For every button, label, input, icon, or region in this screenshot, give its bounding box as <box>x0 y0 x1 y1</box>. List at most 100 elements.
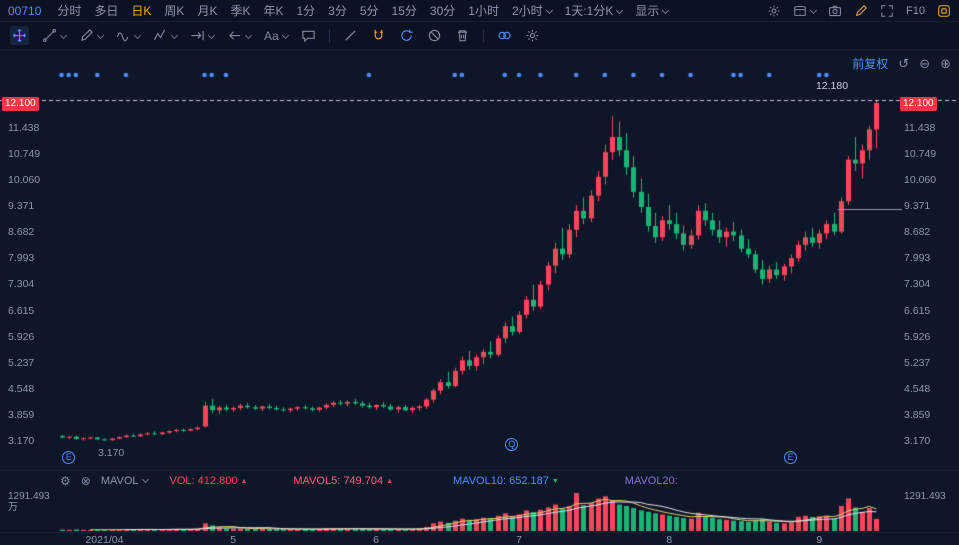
price-axis-label: 9.371 <box>904 200 931 213</box>
drawing-toolbar: Aa <box>0 22 959 50</box>
delete-drawings-tool[interactable] <box>455 28 470 43</box>
time-axis: 2021/04 5 6 7 8 9 <box>0 532 959 545</box>
zoom-in-icon[interactable]: ⊕ <box>940 56 951 71</box>
price-axis-label: 10.060 <box>904 174 937 187</box>
line-style-tool[interactable] <box>343 28 358 43</box>
timeframe-1小时[interactable]: 1小时 <box>468 4 499 18</box>
chevron-down-icon <box>96 31 105 40</box>
price-axis-label: 7.993 <box>8 252 35 265</box>
price-axis-label: 3.170 <box>8 434 35 447</box>
time-axis-label: 7 <box>516 534 522 545</box>
arrow-tool[interactable] <box>227 28 253 43</box>
price-axis-label: 5.237 <box>8 356 35 369</box>
volume-canvas[interactable] <box>0 490 959 532</box>
reset-view-icon[interactable]: ↺ <box>898 56 910 71</box>
draw-settings-icon[interactable] <box>525 28 540 43</box>
timeframe-2小时[interactable]: 2小时 <box>512 2 553 19</box>
price-axis-label: 11.438 <box>904 122 936 135</box>
mavol5-trend-icon: ▲ <box>386 477 394 485</box>
comment-tool[interactable] <box>301 28 316 43</box>
timeframe-分时[interactable]: 分时 <box>57 4 82 18</box>
chevron-down-icon <box>133 31 142 40</box>
timeframe-季K[interactable]: 季K <box>230 4 251 18</box>
mavol20-readout: MAVOL20: <box>624 474 678 487</box>
price-axis-label: 5.237 <box>904 356 931 369</box>
hide-drawings-tool[interactable] <box>427 28 442 43</box>
magnet-tool[interactable] <box>371 28 386 43</box>
vol-trend-icon: ▲ <box>240 477 248 485</box>
mavol5-readout: MAVOL5: 749.704 ▲ <box>293 474 394 487</box>
timeframe-日K[interactable]: 日K <box>131 4 152 18</box>
widget-icon[interactable] <box>937 4 951 18</box>
zoom-out-icon[interactable]: ⊖ <box>919 56 931 71</box>
sync-drawings-tool[interactable] <box>399 28 414 43</box>
timeframe-30分[interactable]: 30分 <box>429 4 456 18</box>
price-axis-label: 5.926 <box>8 330 35 343</box>
draw-mode-icon[interactable] <box>854 4 868 18</box>
price-axis-label: 8.682 <box>8 226 35 239</box>
draw-pencil-tool[interactable] <box>79 28 105 43</box>
event-marker-E[interactable]: E <box>784 451 798 464</box>
price-axis-label: 10.060 <box>8 174 41 187</box>
composite-period-label: 1天:1分K <box>564 4 614 18</box>
chevron-down-icon <box>281 31 289 40</box>
indicator-name: MAVOL <box>100 474 139 487</box>
text-tool[interactable]: Aa <box>264 29 289 43</box>
timeframe-年K[interactable]: 年K <box>263 4 284 18</box>
composite-period-selector[interactable]: 1天:1分K <box>564 2 624 19</box>
last-price-tag: 12.100 <box>900 96 937 111</box>
price-axis-label: 4.548 <box>8 382 35 395</box>
layout-icon[interactable] <box>793 4 818 18</box>
timeframe-多日[interactable]: 多日 <box>94 4 119 18</box>
chevron-down-icon <box>545 6 553 15</box>
timeframe-周K[interactable]: 周K <box>164 4 185 18</box>
display-menu[interactable]: 显示 <box>635 2 670 19</box>
chart-settings-icon[interactable] <box>767 4 781 18</box>
time-axis-label: 8 <box>666 534 673 545</box>
timeframe-月K[interactable]: 月K <box>197 4 218 18</box>
mavol10-trend-icon: ▼ <box>551 477 559 485</box>
volume-axis-max-left: 1291.493 万 <box>8 491 50 513</box>
candlestick-canvas[interactable] <box>0 50 959 470</box>
event-marker-E[interactable]: E <box>62 451 76 464</box>
pan-tool[interactable] <box>10 26 29 45</box>
wave-tool[interactable] <box>116 28 142 43</box>
toolbar-divider <box>482 28 484 43</box>
link-charts-tool[interactable] <box>497 28 512 43</box>
chevron-down-icon <box>141 475 149 483</box>
f10-button[interactable]: F10 <box>906 4 925 17</box>
vol-readout: VOL: 412.800 ▲ <box>169 474 248 487</box>
timeframe-15分[interactable]: 15分 <box>391 4 417 18</box>
price-axis-label: 7.304 <box>8 278 35 291</box>
event-marker-Q[interactable]: Q <box>505 438 519 451</box>
ray-tool[interactable] <box>190 28 216 43</box>
volume-pane[interactable]: 1291.493 万 1291.493 <box>0 490 959 532</box>
main-chart[interactable]: 前复权 ↺ ⊖ ⊕ 12.180 3.170 12.100 12.100 11.43… <box>0 50 959 470</box>
indicator-settings-icon[interactable]: ⚙ <box>60 473 71 488</box>
trendline-tool[interactable] <box>42 28 68 43</box>
indicator-selector[interactable]: MAVOL <box>100 474 149 487</box>
price-axis-label: 3.170 <box>904 434 931 447</box>
fullscreen-icon[interactable] <box>880 4 894 18</box>
indicator-bar: ⚙ ⊗ MAVOL VOL: 412.800 ▲ MAVOL5: 749.704 ▲… <box>0 470 959 490</box>
screenshot-icon[interactable] <box>828 4 842 18</box>
stock-code[interactable]: 00710 <box>8 3 42 18</box>
price-axis-label: 6.615 <box>8 304 35 317</box>
timeframe-3分[interactable]: 3分 <box>328 4 347 18</box>
chevron-down-icon <box>244 31 253 40</box>
adjust-mode-label[interactable]: 前复权 <box>852 57 889 71</box>
price-axis-label: 7.993 <box>904 252 931 265</box>
timeframe-1分[interactable]: 1分 <box>296 4 316 18</box>
indicator-close-icon[interactable]: ⊗ <box>80 473 91 488</box>
price-axis-label: 10.749 <box>8 148 41 161</box>
pattern-tool[interactable] <box>153 28 179 43</box>
chevron-down-icon <box>207 31 216 40</box>
price-axis-label: 9.371 <box>8 200 35 213</box>
price-axis-label: 6.615 <box>904 304 931 317</box>
timeframe-5分[interactable]: 5分 <box>359 4 379 18</box>
price-axis-label: 4.548 <box>904 382 931 395</box>
time-axis-label: 2021/04 <box>85 534 124 545</box>
price-axis-label: 3.859 <box>8 408 35 421</box>
chevron-down-icon <box>616 6 624 15</box>
